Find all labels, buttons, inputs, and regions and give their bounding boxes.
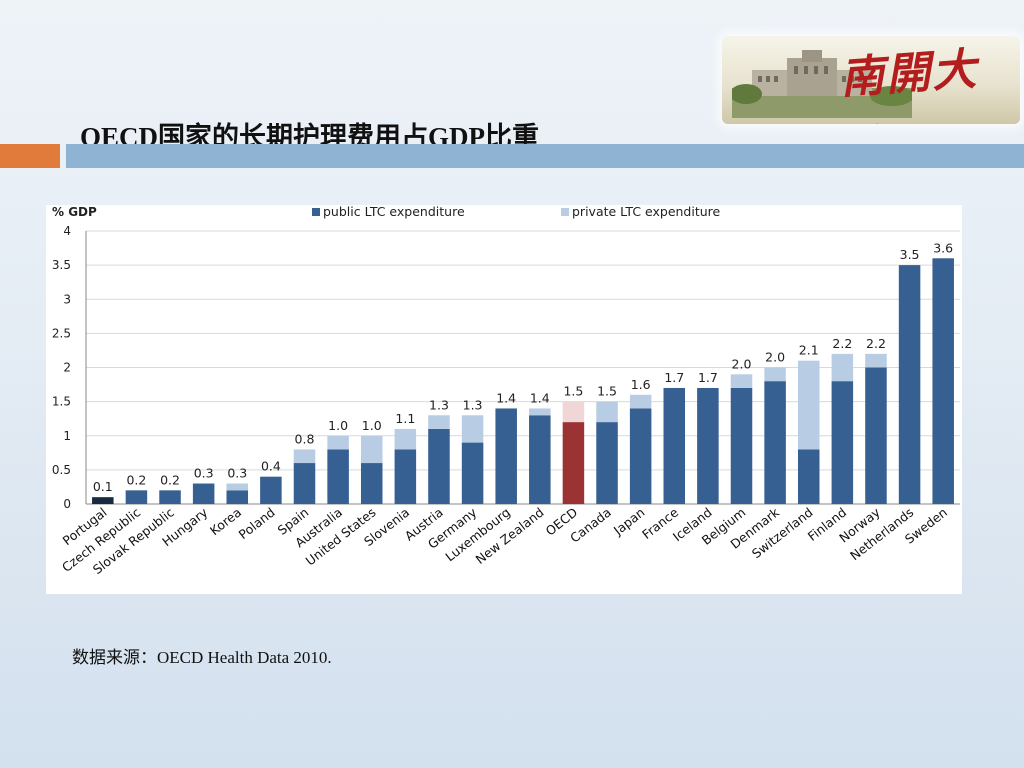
legend-label-public: public LTC expenditure [323, 205, 465, 219]
bar-private [629, 394, 652, 409]
bar-private [428, 415, 450, 429]
bar-private [226, 483, 249, 491]
bar-public [92, 497, 114, 504]
data-label: 0.3 [194, 466, 214, 481]
bar-public [226, 490, 249, 504]
bar-private [327, 435, 349, 450]
data-label: 0.1 [93, 479, 113, 494]
bar-private [293, 449, 316, 464]
data-label: 0.2 [160, 472, 180, 487]
data-label: 1.7 [698, 370, 718, 385]
y-tick-label: 1 [63, 429, 71, 443]
data-label: 1.5 [597, 384, 617, 399]
bar-private [831, 353, 854, 382]
accent-bar-blue [66, 144, 1024, 168]
data-label: 1.5 [563, 384, 583, 399]
bar-public [159, 490, 181, 504]
data-label: 1.4 [530, 390, 550, 405]
bar-public [562, 422, 585, 504]
data-label: 0.4 [261, 459, 281, 474]
y-axis-label: % GDP [52, 205, 97, 219]
source-note: 数据来源：OECD Health Data 2010. [72, 648, 332, 667]
data-label: 2.2 [832, 336, 852, 351]
data-label: 2.0 [765, 350, 785, 365]
y-tick-label: 4 [63, 224, 71, 238]
data-label: 1.6 [631, 377, 651, 392]
bar-public [461, 442, 484, 504]
y-tick-label: 3 [63, 292, 71, 306]
y-tick-label: 1.5 [52, 395, 71, 409]
bar-public [596, 422, 618, 504]
data-label: 0.3 [227, 466, 247, 481]
bar-public [360, 463, 383, 504]
legend-swatch-public [312, 208, 320, 216]
y-tick-label: 3.5 [52, 258, 71, 272]
bar-public [865, 367, 887, 504]
bar-public [125, 490, 148, 504]
bar-public [529, 415, 551, 504]
bar-public [327, 449, 349, 504]
bar-public [394, 449, 417, 504]
bar-public [797, 449, 820, 504]
bar-private [562, 401, 585, 423]
bar-public [293, 463, 316, 504]
bar-private [596, 401, 618, 423]
bar-public [663, 387, 686, 504]
data-label: 1.4 [496, 390, 516, 405]
data-label: 1.3 [463, 397, 483, 412]
data-label: 0.2 [126, 472, 146, 487]
bar-private [394, 428, 417, 450]
data-label: 1.7 [664, 370, 684, 385]
data-label: 3.6 [933, 240, 953, 255]
data-label: 0.8 [295, 431, 315, 446]
bar-private [730, 374, 753, 388]
data-label: 1.3 [429, 397, 449, 412]
bar-private [529, 408, 551, 416]
bar-public [697, 387, 719, 504]
bar-public [495, 408, 517, 504]
legend-label-private: private LTC expenditure [572, 205, 721, 219]
data-label: 2.1 [799, 343, 819, 358]
data-label: 2.2 [866, 336, 886, 351]
data-label: 1.1 [395, 411, 415, 426]
legend-swatch-private [561, 208, 569, 216]
bar-public [898, 265, 921, 504]
campus-building-image [732, 50, 912, 118]
data-label: 1.0 [362, 418, 382, 433]
chart-container: 0 0.5 1 1.5 2 2.5 3 3.5 4 % GDP public LTC expendi… [46, 204, 962, 594]
bar-private [797, 360, 820, 450]
y-tick-label: 0.5 [52, 463, 71, 477]
university-logo: 南開大學 [722, 36, 1020, 124]
y-tick-label: 2 [63, 361, 71, 375]
accent-bar-orange [0, 144, 60, 168]
y-tick-label: 0 [63, 497, 71, 511]
x-tick-label: Poland [236, 505, 278, 543]
bar-public [192, 483, 215, 504]
data-label: 1.0 [328, 418, 348, 433]
bar-private [865, 353, 887, 368]
bar-private [461, 415, 484, 443]
bar-public [764, 381, 786, 504]
bar-public [730, 387, 753, 504]
ltc-expenditure-chart: 0 0.5 1 1.5 2 2.5 3 3.5 4 % GDP public LTC expendi… [52, 204, 960, 577]
bar-public [260, 476, 282, 504]
bar-private [764, 367, 786, 382]
bar-public [629, 408, 652, 504]
university-calligraphy-logo: 南開大學 [838, 43, 980, 124]
y-tick-label: 2.5 [52, 326, 71, 340]
data-label: 3.5 [900, 247, 920, 262]
bar-public [831, 381, 854, 504]
bar-private [360, 435, 383, 464]
data-label: 2.0 [732, 356, 752, 371]
bar-public [932, 258, 954, 504]
bar-public [428, 428, 450, 504]
